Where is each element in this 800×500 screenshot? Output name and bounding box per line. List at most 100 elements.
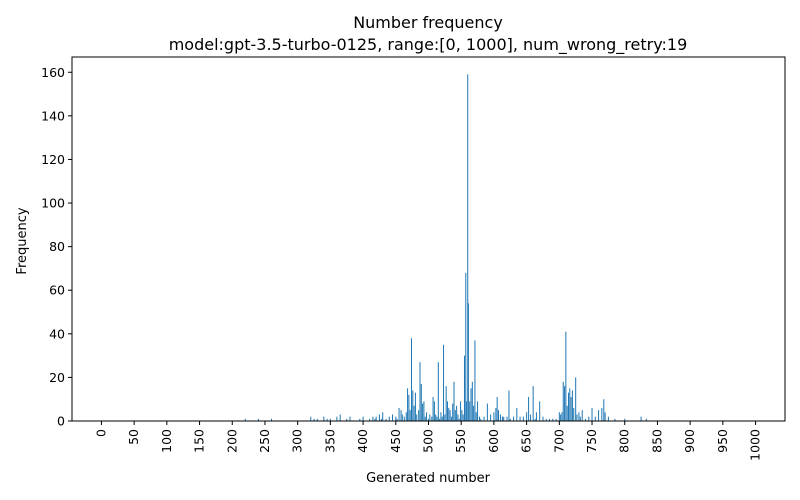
bar-529: [446, 401, 448, 421]
x-tick-label: 1000: [748, 429, 763, 461]
x-tick-label: 700: [551, 429, 566, 453]
bar-718: [570, 397, 572, 421]
bar-825: [640, 416, 642, 421]
bar-833: [645, 418, 647, 421]
x-tick-label: 400: [355, 429, 370, 453]
bar-325: [313, 418, 315, 421]
bar-489: [420, 383, 422, 421]
x-tick-label: 150: [192, 429, 207, 453]
bar-502: [429, 414, 431, 421]
bar-505: [431, 416, 433, 421]
bar-675: [542, 416, 544, 421]
bar-708: [564, 386, 566, 421]
bar-410: [369, 418, 371, 421]
bar-610: [499, 414, 501, 421]
bar-635: [516, 407, 518, 421]
bar-680: [545, 418, 547, 421]
bars-group: [244, 74, 647, 421]
bar-560: [467, 74, 469, 421]
bar-523: [443, 344, 445, 421]
bar-640: [519, 416, 521, 421]
bar-395: [359, 418, 361, 421]
bar-613: [501, 416, 503, 421]
bar-220: [244, 418, 246, 421]
bar-478: [413, 405, 415, 421]
x-tick-label: 750: [584, 429, 599, 453]
bar-775: [607, 416, 609, 421]
bar-472: [409, 410, 411, 421]
bar-545: [457, 414, 459, 421]
bar-418: [374, 418, 376, 421]
bar-380: [349, 416, 351, 421]
bar-452: [396, 418, 398, 421]
bar-561: [467, 303, 469, 421]
bar-700: [558, 412, 560, 421]
bar-603: [495, 407, 497, 421]
bar-340: [323, 416, 325, 421]
x-tick-label: 250: [257, 429, 272, 453]
bar-519: [440, 412, 442, 421]
bar-533: [449, 410, 451, 421]
bar-515: [437, 362, 439, 421]
bar-750: [591, 407, 593, 421]
bar-555: [463, 355, 465, 421]
bar-466: [405, 412, 407, 421]
y-tick-label: 100: [41, 196, 65, 211]
bar-569: [473, 405, 475, 421]
bar-513: [436, 416, 438, 421]
bar-480: [414, 392, 416, 421]
x-tick-label: 50: [126, 429, 141, 445]
bar-509: [433, 401, 435, 421]
bar-455: [398, 407, 400, 421]
bar-260: [271, 418, 273, 421]
bar-690: [552, 418, 554, 421]
bar-595: [490, 414, 492, 421]
x-tick-label: 300: [290, 429, 305, 453]
bar-350: [329, 418, 331, 421]
bar-607: [497, 410, 499, 421]
x-tick-label: 850: [649, 429, 664, 453]
bar-527: [445, 386, 447, 421]
bar-685: [549, 418, 551, 421]
bar-710: [565, 331, 567, 421]
bar-660: [532, 386, 534, 421]
plot-frame: [71, 56, 786, 422]
bar-360: [336, 416, 338, 421]
x-axis-label: Generated number: [366, 471, 490, 486]
bar-630: [513, 416, 515, 421]
bar-400: [362, 416, 364, 421]
bar-665: [535, 412, 537, 421]
bar-575: [477, 401, 479, 421]
bar-585: [483, 416, 485, 421]
bar-543: [456, 405, 458, 421]
bar-468: [407, 388, 409, 421]
bar-474: [410, 338, 412, 421]
y-tick-label: 0: [57, 414, 65, 429]
bar-430: [382, 412, 384, 421]
bar-565: [470, 388, 472, 421]
bar-482: [416, 414, 418, 421]
bar-600: [493, 412, 495, 421]
bar-551: [461, 410, 463, 421]
bar-507: [432, 397, 434, 421]
bar-476: [412, 390, 414, 421]
x-tick-label: 200: [224, 429, 239, 453]
bar-768: [603, 399, 605, 421]
bar-450: [395, 416, 397, 421]
bar-760: [598, 410, 600, 421]
bar-653: [528, 397, 530, 421]
bar-730: [578, 412, 580, 421]
chart-subtitle: model:gpt-3.5-turbo-0125, range:[0, 1000…: [169, 35, 688, 55]
x-tick-label: 900: [682, 429, 697, 453]
bar-580: [480, 418, 482, 421]
bar-458: [400, 410, 402, 421]
x-tick-label: 600: [486, 429, 501, 453]
bar-573: [475, 412, 477, 421]
bar-625: [509, 418, 511, 421]
x-axis-ticks: 0 50 100 150 200 250 300 350 400 450 500 550 600 650 7…: [93, 421, 763, 461]
bar-800: [624, 418, 626, 421]
bar-521: [441, 416, 443, 421]
bar-345: [326, 418, 328, 421]
bar-578: [479, 416, 481, 421]
